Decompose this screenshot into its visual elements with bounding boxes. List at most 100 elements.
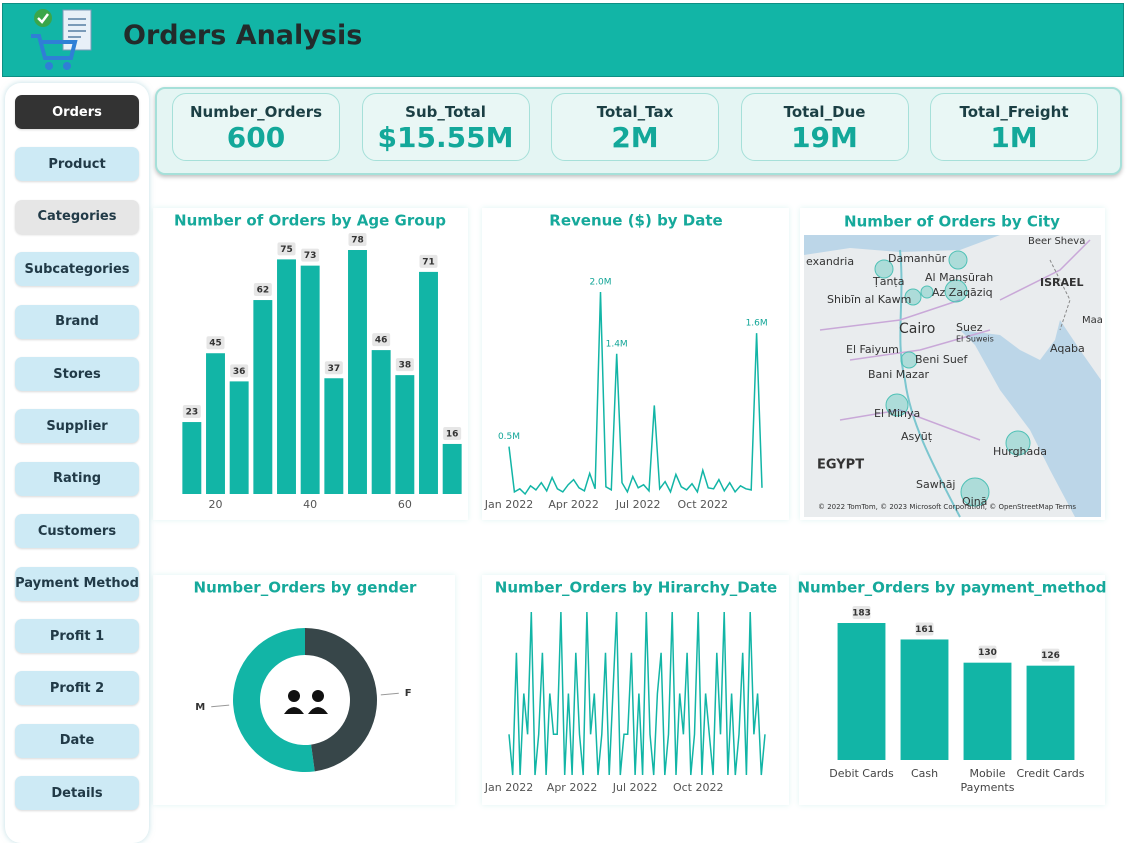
nav-button[interactable]: Profit 1 [15,619,139,653]
donut-slice [305,628,378,772]
bar [229,381,249,494]
header: Orders Analysis [2,3,1124,77]
data-label-bg [372,333,391,347]
x-tick-label-box: Cash [911,767,938,780]
nav-button[interactable]: Profit 2 [15,671,139,706]
nav-button[interactable]: Subcategories [15,252,139,287]
map-river [899,249,961,518]
nav-button[interactable]: Details [15,776,139,811]
kpi-label: Total_Tax [596,103,674,121]
data-label-bg [1041,648,1060,662]
kpi-label: Sub_Total [405,103,486,121]
data-label-bg [182,405,201,419]
icon-part [68,18,86,38]
x-tick-label-box: Debit Cards [829,767,894,780]
data-label: 62 [257,286,270,296]
kpi-label: Total_Freight [959,103,1069,121]
x-tick-label-box: Credit Cards [1016,767,1085,780]
kpi-card: Total_Due 19M [740,93,909,161]
kpi-value: 1M [990,121,1038,154]
map-bubble [944,279,968,303]
data-label-bg [230,364,249,378]
map-label: EGYPT [817,458,864,473]
panel [482,208,789,520]
kpi-card: Total_Freight 1M [930,93,1098,161]
chart-title: Number_Orders by payment_method [797,579,1106,597]
nav-button[interactable]: Supplier [15,409,139,444]
icon-part [34,9,52,27]
x-tick-label: 40 [303,498,317,511]
data-label-bg [348,233,367,246]
data-label-bg [324,361,343,375]
data-label: 0.5M [498,432,520,442]
map-label: Asyūṭ [901,430,933,443]
gender-icon [284,690,328,714]
data-label: 23 [186,408,199,418]
data-label-bg [301,248,320,262]
line [508,611,766,776]
map-label: Sawhāj [916,478,956,491]
map-label: Beni Suef [915,353,969,366]
bar [1026,665,1075,760]
leader-line [380,692,399,696]
data-label: 45 [209,339,222,349]
bar [963,662,1012,760]
x-tick-label: Apr 2022 [548,498,599,511]
map-bubble [960,477,990,507]
data-label: 75 [280,245,293,255]
map-sea [804,235,1000,255]
header-icon [31,9,92,70]
icon-part [312,690,324,702]
kpi-label: Total_Due [783,103,866,121]
data-label: 183 [852,609,871,619]
nav-button[interactable]: Brand [15,304,139,339]
icon-part [45,62,53,70]
map-label: ISRAEL [1040,276,1084,289]
nav-button[interactable]: Customers [15,514,139,549]
data-label-bg [915,622,934,636]
data-label: 130 [978,648,997,658]
map-bubble [904,288,922,306]
nav-button[interactable]: Product [15,147,139,182]
data-label: 16 [446,429,459,439]
map-label: El Faiyum [846,343,899,356]
nav-button[interactable]: Date [15,723,139,758]
map-label: Maa [1082,315,1103,326]
map-label: Qinā [962,495,987,508]
nav-button[interactable]: Payment Method [15,566,139,601]
icon-part [63,62,71,70]
data-label: 37 [328,364,341,374]
map: Number of Orders by City [804,213,1101,518]
map-bubble [948,250,968,270]
x-tick-label: Oct 2022 [678,498,729,511]
nav-button[interactable]: Stores [15,357,139,391]
page-title: Orders Analysis [123,20,363,51]
map-road [819,239,1091,441]
map-label: Aqaba [1050,342,1085,355]
map-label: El Minya [874,407,920,420]
bar [182,422,202,494]
legend-label: F [405,688,412,699]
data-label-bg [253,283,272,297]
map-bubbles [874,250,1031,507]
data-label: 1.6M [746,319,768,329]
bar [442,443,462,494]
nav-button[interactable]: Categories [15,199,139,234]
map-bubble [920,285,934,299]
x-tick-label: Credit Cards [1016,767,1085,780]
nav-button[interactable]: Orders [15,95,139,129]
data-label: 38 [399,361,412,371]
map-bubble [900,351,918,369]
icon-part [288,690,300,702]
kpi-card: Number_Orders 600 [172,93,340,161]
x-tick-label: Apr 2022 [547,781,598,794]
bar [900,639,949,760]
map-bubble [874,259,894,279]
data-label-bg [852,606,871,619]
map-label: Cairo [899,321,935,337]
icon-part [31,34,78,60]
bar [300,265,320,494]
bar [371,350,391,494]
nav-button[interactable]: Rating [15,461,139,496]
